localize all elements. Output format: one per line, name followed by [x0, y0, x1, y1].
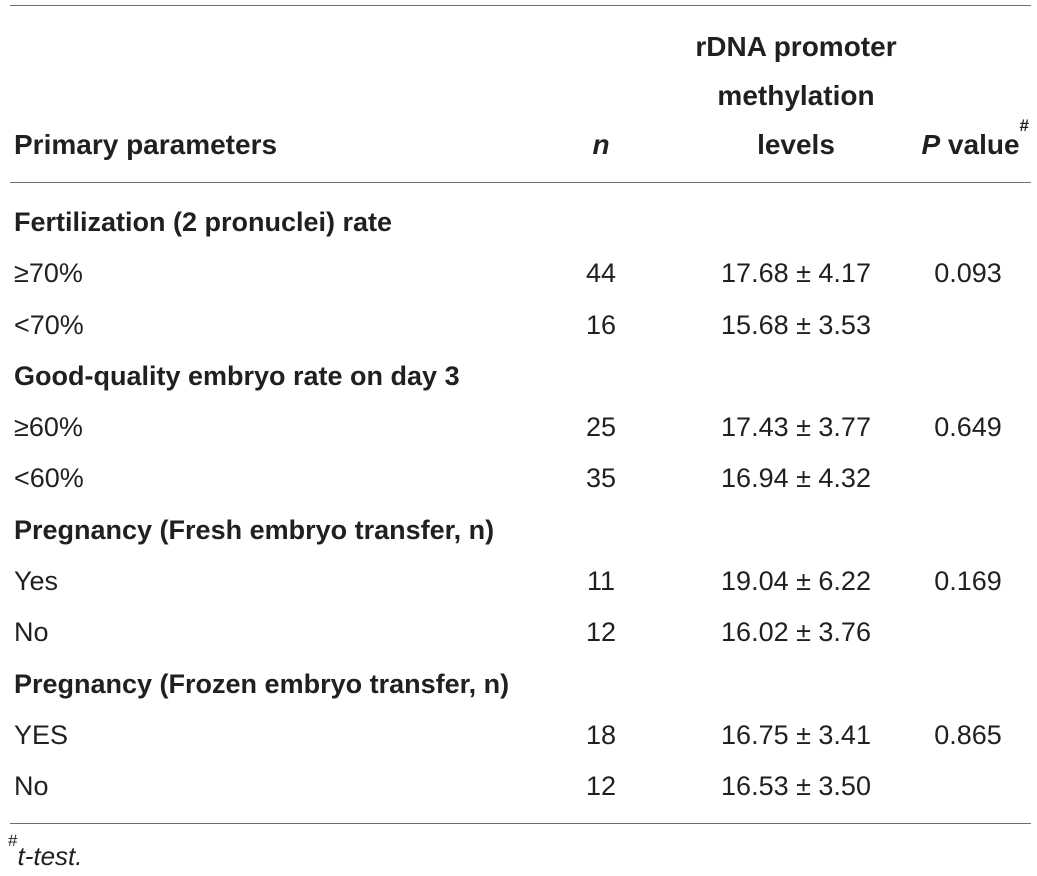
group-row: Pregnancy (Frozen embryo transfer, n): [0, 659, 1037, 710]
table-row: YES 18 16.75 ± 3.41 0.865: [0, 710, 1037, 761]
row-methylation: 15.68 ± 3.53: [721, 309, 871, 340]
header-methylation-line-1: rDNA promoter: [695, 31, 897, 62]
row-label: <70%: [14, 309, 84, 340]
row-methylation: 16.94 ± 4.32: [721, 463, 871, 494]
header-rule: [10, 182, 1031, 183]
header-n: n: [592, 129, 610, 160]
row-methylation: 16.53 ± 3.50: [721, 771, 871, 802]
header-methylation-levels: rDNA promoter methylation levels: [660, 22, 932, 169]
header-p-rest: value: [940, 129, 1020, 160]
table-row: <60% 35 16.94 ± 4.32: [0, 453, 1037, 504]
group-row: Good-quality embryo rate on day 3: [0, 351, 1037, 402]
header-methylation-line-2: methylation: [717, 80, 875, 111]
group-label: Good-quality embryo rate on day 3: [14, 360, 460, 391]
header-p-italic: P: [921, 129, 941, 160]
header-primary-parameters: Primary parameters: [14, 129, 278, 160]
header-p-value: P value#: [921, 117, 1029, 169]
footnote-mark: #: [8, 831, 18, 850]
row-n: 11: [586, 566, 616, 597]
group-label: Fertilization (2 pronuclei) rate: [14, 207, 393, 237]
table-footnote: #t-test.: [8, 832, 83, 876]
row-p-value: 0.865: [934, 719, 1002, 750]
table-header: Primary parameters n rDNA promoter methy…: [0, 6, 1037, 182]
row-p-value: 0.169: [934, 566, 1002, 597]
table-row: <70% 16 15.68 ± 3.53: [0, 300, 1037, 351]
bottom-rule: [10, 823, 1031, 824]
row-label: No: [14, 771, 49, 802]
row-methylation: 17.43 ± 3.77: [721, 412, 871, 443]
row-methylation: 16.02 ± 3.76: [721, 617, 871, 648]
group-row: Pregnancy (Fresh embryo transfer, n): [0, 505, 1037, 556]
row-n: 18: [585, 719, 617, 750]
table-row: Yes 11 19.04 ± 6.22 0.169: [0, 556, 1037, 607]
header-p-mark: #: [1019, 116, 1029, 135]
footnote-text: t-test.: [17, 841, 83, 871]
group-label: Pregnancy (Frozen embryo transfer, n): [14, 668, 510, 699]
table-body: Fertilization (2 pronuclei) rate ≥70% 44 17…: [0, 197, 1037, 813]
row-label: ≥60%: [14, 412, 83, 443]
row-n: 12: [585, 617, 617, 648]
row-label: Yes: [14, 566, 59, 597]
row-label: ≥70%: [14, 258, 83, 289]
header-methylation-line-3: levels: [757, 129, 835, 160]
row-methylation: 19.04 ± 6.22: [721, 566, 871, 597]
row-methylation: 16.75 ± 3.41: [721, 719, 871, 750]
row-methylation: 17.68 ± 4.17: [721, 258, 871, 289]
row-n: 25: [585, 412, 617, 443]
row-label: YES: [14, 719, 69, 750]
row-n: 44: [585, 258, 617, 289]
row-p-value: 0.649: [934, 412, 1002, 443]
row-n: 12: [585, 771, 617, 802]
top-rule: [10, 5, 1031, 6]
table-row: ≥70% 44 17.68 ± 4.17 0.093: [0, 248, 1037, 299]
group-label: Pregnancy (Fresh embryo transfer, n): [14, 514, 495, 545]
row-label: <60%: [14, 463, 84, 494]
group-row: Fertilization (2 pronuclei) rate: [0, 197, 1037, 248]
table-row: No 12 16.02 ± 3.76: [0, 607, 1037, 658]
row-label: No: [14, 617, 49, 648]
row-n: 35: [585, 463, 617, 494]
row-p-value: 0.093: [934, 258, 1002, 289]
row-n: 16: [585, 309, 617, 340]
table-row: No 12 16.53 ± 3.50: [0, 761, 1037, 812]
table-row: ≥60% 25 17.43 ± 3.77 0.649: [0, 402, 1037, 453]
